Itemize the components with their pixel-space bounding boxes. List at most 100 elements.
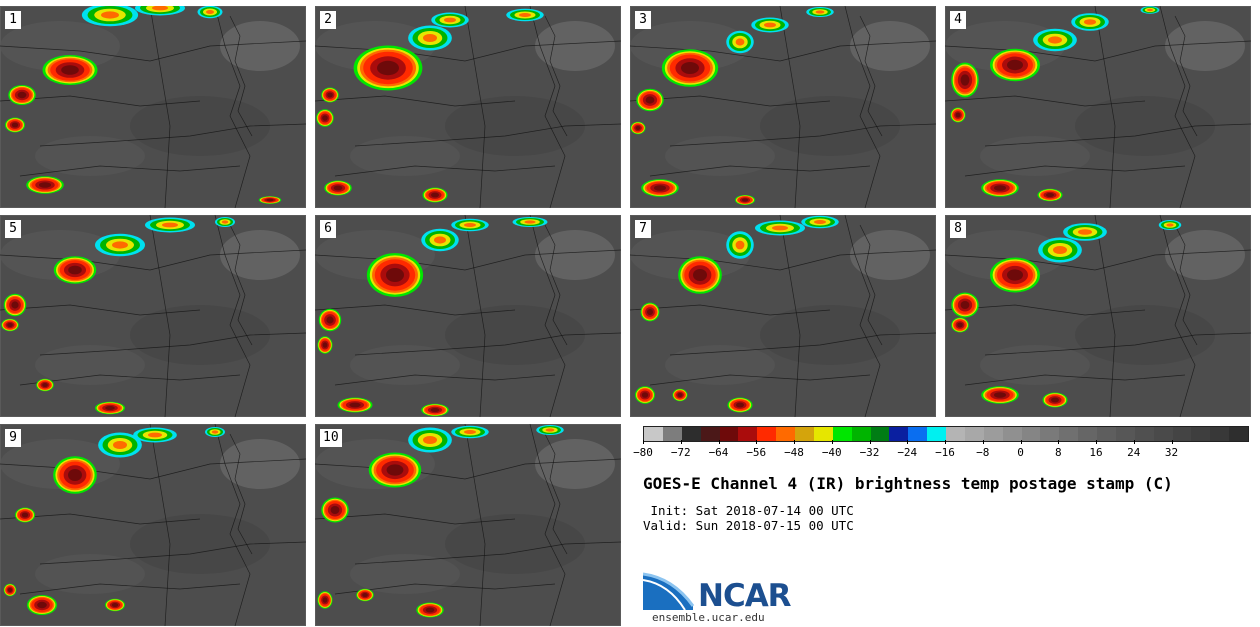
cloud-shade: [1075, 96, 1215, 156]
boundary-line: [859, 15, 883, 137]
boundary-line: [649, 374, 871, 386]
cloud-shade: [535, 439, 615, 489]
cold-cloud-band: [815, 10, 825, 14]
colorbar-tick: [794, 440, 795, 444]
boundary-line: [945, 40, 1251, 62]
cold-cloud-band: [423, 34, 437, 42]
colorbar-swatch: [1115, 427, 1135, 441]
cold-cloud-band: [152, 6, 168, 11]
cloud-shade: [35, 345, 145, 385]
colorbar-tick: [1133, 440, 1135, 444]
panel-number: 1: [5, 11, 21, 29]
colorbar-swatch: [719, 427, 739, 441]
colorbar-swatch: [851, 427, 871, 441]
cold-cloud-band: [1053, 246, 1067, 254]
boundary-line: [464, 215, 486, 417]
boundary-line: [779, 215, 801, 417]
colorbar-swatch: [1040, 427, 1060, 441]
colorbar-swatch: [832, 427, 852, 441]
boundary-line: [630, 249, 936, 271]
boundary-line: [844, 6, 881, 208]
cloud-shade: [665, 136, 775, 176]
boundary-line: [464, 424, 486, 626]
boundary-line: [0, 304, 201, 316]
cold-cloud-band: [524, 220, 536, 224]
boundary-line: [964, 165, 1186, 177]
ir-image: [0, 215, 306, 417]
storm-cell: [654, 185, 666, 191]
cloud-shade: [0, 21, 120, 71]
cloud-shade: [35, 136, 145, 176]
boundary-line: [1159, 215, 1196, 417]
panel-number: 8: [950, 220, 966, 238]
boundary-line: [630, 40, 936, 62]
boundary-line: [1094, 6, 1116, 208]
boundary-line: [964, 374, 1186, 386]
cold-cloud-band: [545, 428, 555, 432]
colorbar-swatch: [946, 427, 965, 441]
cloud-shade: [980, 345, 1090, 385]
colorbar-swatch: [1097, 427, 1116, 441]
ir-image: [945, 215, 1251, 417]
storm-cell: [362, 593, 368, 597]
panel-number: 5: [5, 220, 21, 238]
cloud-shade: [535, 21, 615, 71]
colorbar-swatch: [1210, 427, 1230, 441]
colorbar-swatch: [983, 427, 1003, 441]
cloud-shade: [35, 554, 145, 594]
boundary-line: [39, 541, 306, 565]
colorbar-swatch: [1021, 427, 1041, 441]
storm-cell: [635, 126, 641, 130]
product-title: GOES-E Channel 4 (IR) brightness temp po…: [643, 474, 1173, 493]
storm-cell: [7, 323, 13, 327]
cold-cloud-band: [112, 241, 128, 249]
colorbar-swatch: [1002, 427, 1022, 441]
ncar-logo-icon: [643, 572, 695, 611]
ir-image: [945, 6, 1251, 208]
storm-cell: [333, 185, 343, 191]
storm-cell: [61, 65, 79, 75]
boundary-line: [0, 95, 201, 107]
storm-cell: [1051, 397, 1059, 403]
cold-cloud-band: [1147, 8, 1153, 12]
boundary-line: [630, 304, 831, 316]
website-url: ensemble.ucar.edu: [652, 611, 765, 624]
boundary-line: [334, 165, 556, 177]
colorbar-swatch: [776, 427, 795, 441]
boundary-line: [315, 513, 516, 525]
init-time: Init: Sat 2018-07-14 00 UTC: [643, 503, 854, 518]
colorbar-tick-label: 16: [1089, 446, 1103, 459]
cold-cloud-band: [434, 236, 446, 244]
panel-number: 2: [320, 11, 336, 29]
cloud-shade: [350, 345, 460, 385]
boundary-line: [229, 15, 253, 137]
cold-cloud-band: [464, 223, 476, 227]
colorbar-tick-label: −80: [633, 446, 653, 459]
colorbar-swatch: [1191, 427, 1211, 441]
cloud-shade: [760, 305, 900, 365]
colorbar-tick-label: 0: [1017, 446, 1024, 459]
cloud-shade: [850, 21, 930, 71]
colorbar-swatch: [908, 427, 928, 441]
boundary-line: [149, 424, 171, 626]
cold-cloud-band: [206, 10, 214, 14]
boundary-line: [315, 249, 621, 271]
colorbar-tick-label: −56: [746, 446, 767, 459]
panel-number: 10: [320, 429, 342, 447]
colorbar-tick: [907, 440, 909, 444]
boundary-line: [214, 424, 251, 626]
colorbar-swatch: [700, 427, 720, 441]
boundary-line: [0, 513, 201, 525]
cloud-shade: [850, 230, 930, 280]
storm-cell: [431, 192, 439, 198]
colorbar-swatch: [1059, 427, 1079, 441]
colorbar-tick-label: 32: [1164, 446, 1179, 459]
storm-cell: [736, 402, 744, 408]
storm-cell: [1007, 59, 1023, 71]
colorbar-tick: [718, 440, 720, 444]
cold-cloud-band: [101, 11, 119, 19]
colorbar-tick: [869, 440, 871, 444]
storm-cell: [68, 265, 82, 275]
cloud-shade: [220, 230, 300, 280]
cloud-shade: [630, 21, 750, 71]
